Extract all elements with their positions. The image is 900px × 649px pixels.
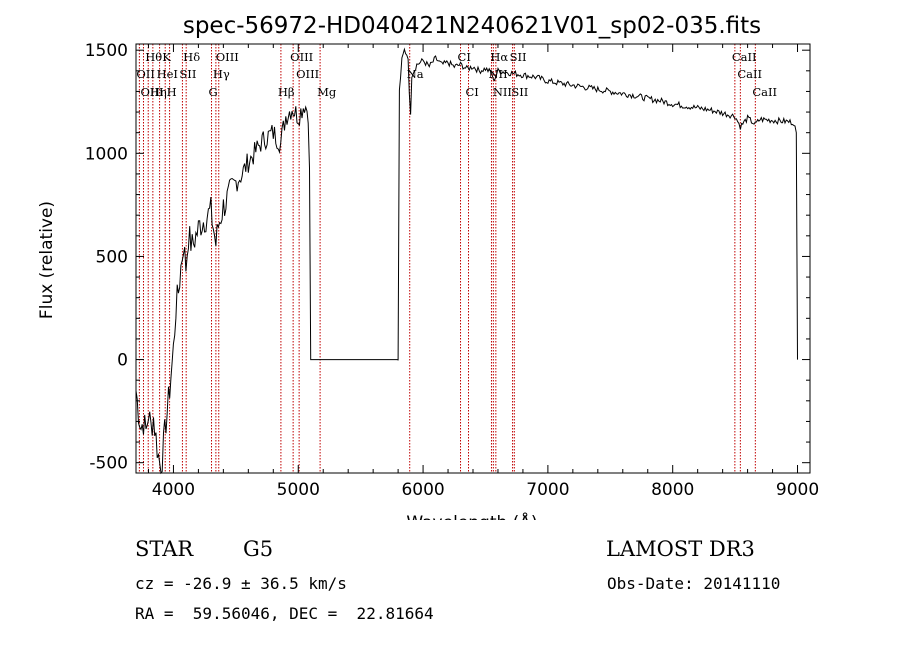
line-marker-label: NII bbox=[493, 85, 512, 99]
y-tick-label: 1000 bbox=[85, 144, 128, 164]
line-markers bbox=[138, 44, 756, 473]
x-tick-label: 5000 bbox=[277, 480, 320, 500]
line-marker-label: Hγ bbox=[213, 67, 230, 81]
line-marker-label: SII bbox=[179, 67, 196, 81]
chart-title: spec-56972-HD040421N240621V01_sp02-035.f… bbox=[183, 13, 761, 39]
line-marker-label: OIII bbox=[290, 50, 313, 64]
coordinates: RA = 59.56046, DEC = 22.81664 bbox=[135, 604, 434, 623]
x-axis-ticks: 4000 5000 6000 7000 8000 9000 bbox=[147, 44, 819, 500]
plot-frame bbox=[135, 43, 811, 474]
y-tick-label: 0 bbox=[117, 351, 128, 371]
line-marker-label: OIII bbox=[140, 85, 163, 99]
line-marker-label: SII bbox=[511, 85, 528, 99]
line-marker-label: SII bbox=[510, 50, 527, 64]
line-marker-label: Mg bbox=[317, 85, 337, 99]
x-tick-label: 8000 bbox=[651, 480, 694, 500]
survey-name: LAMOST DR3 bbox=[606, 537, 755, 561]
x-axis-label: Wavelength (Å) bbox=[406, 511, 537, 520]
spectrum-chart: spec-56972-HD040421N240621V01_sp02-035.f… bbox=[37, 13, 819, 520]
x-tick-label: 4000 bbox=[152, 480, 195, 500]
obs-date: Obs-Date: 20141110 bbox=[607, 574, 781, 593]
line-marker-label: CaII bbox=[737, 67, 762, 81]
object-type: STAR bbox=[135, 537, 194, 561]
line-marker-label: OII bbox=[136, 67, 155, 81]
line-marker-label: HeI bbox=[157, 67, 178, 81]
x-tick-label: 9000 bbox=[776, 480, 819, 500]
line-marker-label: G bbox=[209, 85, 218, 99]
y-axis-ticks: -500 0 500 1000 1500 bbox=[85, 41, 810, 474]
line-marker-label: CI bbox=[466, 85, 479, 99]
line-marker-label: OIII bbox=[296, 67, 319, 81]
line-marker-label: K bbox=[162, 50, 171, 64]
y-axis-label: Flux (relative) bbox=[37, 201, 57, 319]
y-tick-label: 1500 bbox=[85, 41, 128, 61]
x-tick-label: 7000 bbox=[526, 480, 569, 500]
line-marker-label: CaII bbox=[752, 85, 777, 99]
line-marker-label: H bbox=[167, 85, 177, 99]
line-marker-label: Na bbox=[407, 67, 424, 81]
redshift-text: cz = -26.9 ± 36.5 km/s bbox=[135, 574, 347, 593]
line-marker-label: Hδ bbox=[183, 50, 200, 64]
line-marker-label: CaII bbox=[732, 50, 757, 64]
line-marker-label: Hθ bbox=[145, 50, 162, 64]
line-marker-label: Hα bbox=[490, 50, 508, 64]
spectrum-line bbox=[135, 47, 798, 475]
x-tick-label: 6000 bbox=[401, 480, 444, 500]
line-marker-label: Hη bbox=[150, 85, 167, 99]
line-marker-label: CI bbox=[458, 50, 471, 64]
line-marker-label: OIII bbox=[216, 50, 239, 64]
spectral-subclass: G5 bbox=[243, 537, 274, 561]
y-tick-label: 500 bbox=[96, 247, 128, 267]
y-tick-label: -500 bbox=[89, 454, 128, 474]
line-marker-label: Hβ bbox=[278, 85, 295, 99]
